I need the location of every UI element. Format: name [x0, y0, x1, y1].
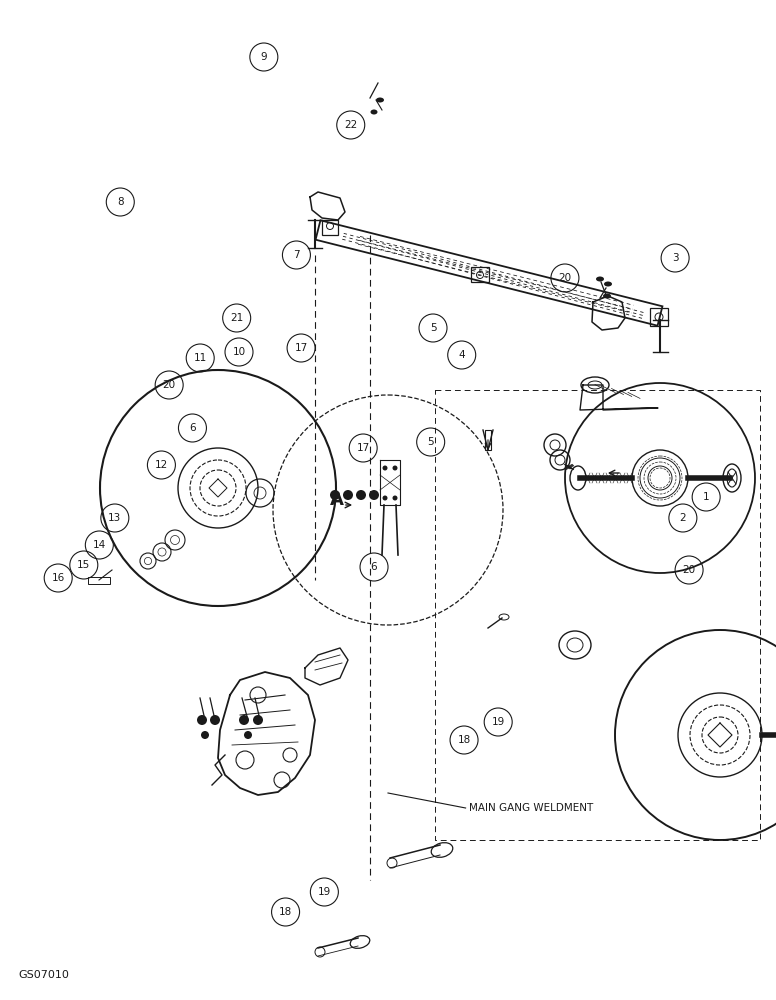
- Text: 21: 21: [230, 313, 244, 323]
- Circle shape: [253, 715, 263, 725]
- Text: 6: 6: [189, 423, 196, 433]
- Text: 6: 6: [371, 562, 377, 572]
- Text: 3: 3: [672, 253, 678, 263]
- Circle shape: [393, 495, 397, 500]
- Text: 9: 9: [261, 52, 267, 62]
- Circle shape: [393, 466, 397, 471]
- Text: 20: 20: [559, 273, 571, 283]
- Text: 16: 16: [51, 573, 65, 583]
- Ellipse shape: [376, 98, 384, 103]
- Text: 11: 11: [193, 353, 207, 363]
- Circle shape: [244, 731, 252, 739]
- Circle shape: [369, 490, 379, 500]
- Text: 5: 5: [430, 323, 436, 333]
- Text: 12: 12: [154, 460, 168, 470]
- Ellipse shape: [604, 282, 612, 286]
- Text: 10: 10: [233, 347, 245, 357]
- Text: 2: 2: [680, 513, 686, 523]
- Text: 18: 18: [279, 907, 293, 917]
- Text: 8: 8: [117, 197, 123, 207]
- Text: 7: 7: [293, 250, 300, 260]
- Circle shape: [383, 495, 387, 500]
- Text: 15: 15: [77, 560, 91, 570]
- Text: 4: 4: [459, 350, 465, 360]
- Circle shape: [197, 715, 207, 725]
- Text: 19: 19: [491, 717, 505, 727]
- Bar: [485, 430, 491, 450]
- Text: 14: 14: [92, 540, 106, 550]
- Circle shape: [343, 490, 353, 500]
- Text: GS07010: GS07010: [18, 970, 69, 980]
- Ellipse shape: [370, 109, 377, 114]
- Text: 18: 18: [457, 735, 471, 745]
- Circle shape: [239, 715, 249, 725]
- Circle shape: [383, 466, 387, 471]
- Text: 5: 5: [428, 437, 434, 447]
- Text: 17: 17: [294, 343, 308, 353]
- Circle shape: [356, 490, 366, 500]
- Text: 20: 20: [163, 380, 175, 390]
- Circle shape: [201, 731, 209, 739]
- Text: 19: 19: [317, 887, 331, 897]
- Text: 20: 20: [683, 565, 695, 575]
- Text: 22: 22: [344, 120, 358, 130]
- Text: 13: 13: [108, 513, 122, 523]
- Text: 1: 1: [703, 492, 709, 502]
- Circle shape: [210, 715, 220, 725]
- Text: A: A: [330, 491, 344, 509]
- Bar: [88, 577, 110, 584]
- Text: MAIN GANG WELDMENT: MAIN GANG WELDMENT: [469, 803, 594, 813]
- Circle shape: [330, 490, 340, 500]
- Text: 17: 17: [356, 443, 370, 453]
- Ellipse shape: [596, 276, 604, 282]
- Ellipse shape: [603, 294, 611, 298]
